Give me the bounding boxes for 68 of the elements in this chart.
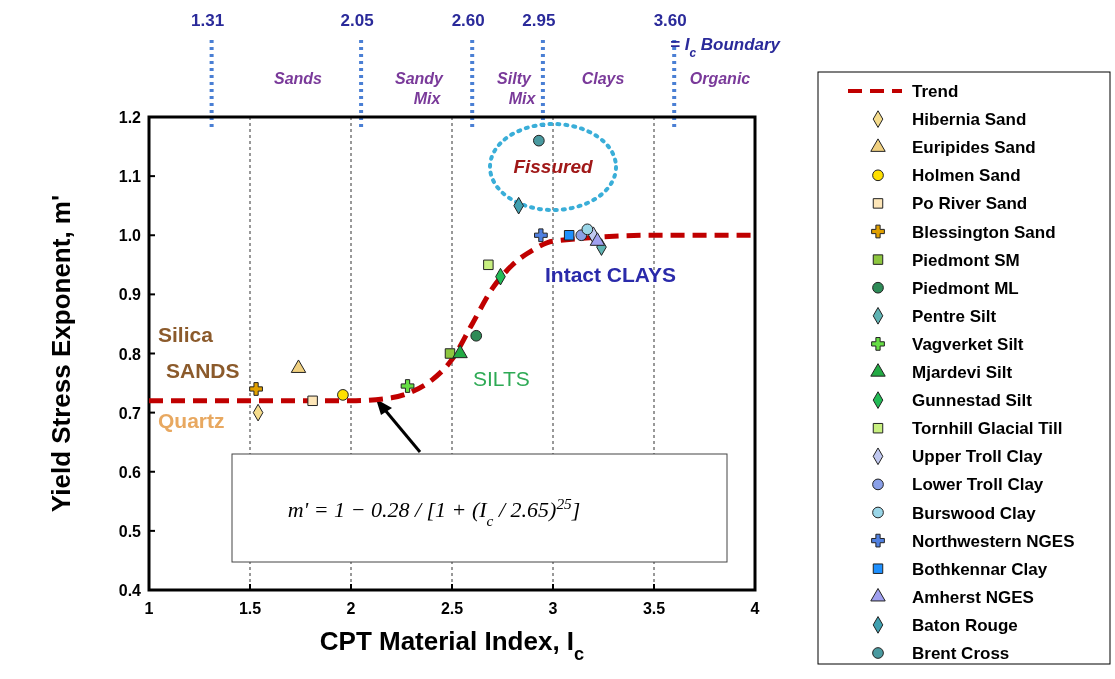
y-tick-label: 0.9 xyxy=(118,286,142,304)
point xyxy=(400,379,415,393)
text: Sandy Mix xyxy=(394,70,445,107)
annotation: Quartz xyxy=(158,409,225,432)
point xyxy=(533,134,545,147)
point xyxy=(307,395,318,407)
legend-label: Holmen Sand xyxy=(912,166,1021,186)
legend-label: Lower Troll Clay xyxy=(912,475,1044,495)
legend-label: Hibernia Sand xyxy=(912,110,1027,130)
legend-label: Blessington Sand xyxy=(912,222,1056,242)
x-tick-label: 1 xyxy=(144,600,154,617)
point xyxy=(483,259,494,271)
x-tick-label: 3 xyxy=(548,600,558,617)
legend-label: Bothkennar Clay xyxy=(912,559,1048,579)
x-tick-label: 2 xyxy=(346,600,356,617)
point xyxy=(563,230,575,241)
point xyxy=(444,348,456,359)
annotation: Intact CLAYS xyxy=(545,263,677,286)
y-tick-label: 1.0 xyxy=(118,227,142,245)
ref-line-label: 2.05 xyxy=(340,11,374,30)
legend-label: Piedmont ML xyxy=(912,278,1019,298)
y-tick-label: 0.7 xyxy=(118,404,142,422)
legend-label: Brent Cross xyxy=(912,644,1010,663)
x-tick-label: 1.5 xyxy=(238,600,262,617)
x-axis-title: CPT Material Index, I$_{c}$ xyxy=(319,626,585,664)
y-tick-label: 0.4 xyxy=(118,582,142,599)
legend-label: Burswood Clay xyxy=(912,503,1037,523)
ref-line-label: 2.60 xyxy=(451,11,485,30)
legend-label: Amherst NGES xyxy=(912,587,1034,607)
legend-label: Upper Troll Clay xyxy=(912,447,1043,467)
y-tick-label: 1.1 xyxy=(118,168,142,186)
legend-label: Vagverket Silt xyxy=(912,334,1024,354)
x-tick-label: 2.5 xyxy=(440,600,464,617)
y-axis-title: Yield Stress Exponent, m' xyxy=(46,194,76,513)
y-tick-label: 0.8 xyxy=(118,345,142,363)
legend-label: Euripides Sand xyxy=(912,138,1036,158)
annotation: Fissured xyxy=(513,156,593,177)
legend-label: Po River Sand xyxy=(912,194,1028,214)
legend-label: Baton Rouge xyxy=(912,615,1018,635)
y-tick-label: 0.6 xyxy=(118,463,142,481)
legend-label: Piedmont SM xyxy=(912,250,1020,270)
y-tick-label: 1.2 xyxy=(118,109,142,126)
legend-label: Gunnestad Silt xyxy=(912,391,1033,411)
annotation: Silica SANDS xyxy=(158,323,240,382)
ref-line-label: 3.60 xyxy=(653,11,687,30)
text: = I$_{c}$ Boundary xyxy=(670,35,782,60)
x-tick-label: 4 xyxy=(750,600,760,617)
ref-line-label: 1.31 xyxy=(191,11,225,30)
legend-label: Northwestern NGES xyxy=(912,531,1075,551)
text: Silty Mix xyxy=(497,70,537,107)
legend-label: Pentre Silt xyxy=(912,306,997,326)
point xyxy=(581,223,594,236)
point xyxy=(337,389,349,401)
y-tick-label: 0.5 xyxy=(118,522,142,540)
legend-label: Mjardevi Silt xyxy=(912,363,1013,382)
text: Clays xyxy=(581,70,625,87)
annotation: m' = 1 − 0.28 / [1 + (I$_{c}$ / 2.65)$^{25}$] xyxy=(287,494,581,529)
point xyxy=(249,382,263,396)
x-tick-label: 3.5 xyxy=(642,600,666,617)
legend-label: Trend xyxy=(912,82,959,101)
text: Organic xyxy=(689,70,751,87)
text: Sands xyxy=(273,70,323,87)
point xyxy=(470,329,483,342)
legend-label: Tornhill Glacial Till xyxy=(912,419,1063,439)
point xyxy=(452,344,468,359)
annotation: SILTS xyxy=(473,367,530,390)
point xyxy=(534,228,548,243)
ref-line-label: 2.95 xyxy=(522,11,556,30)
